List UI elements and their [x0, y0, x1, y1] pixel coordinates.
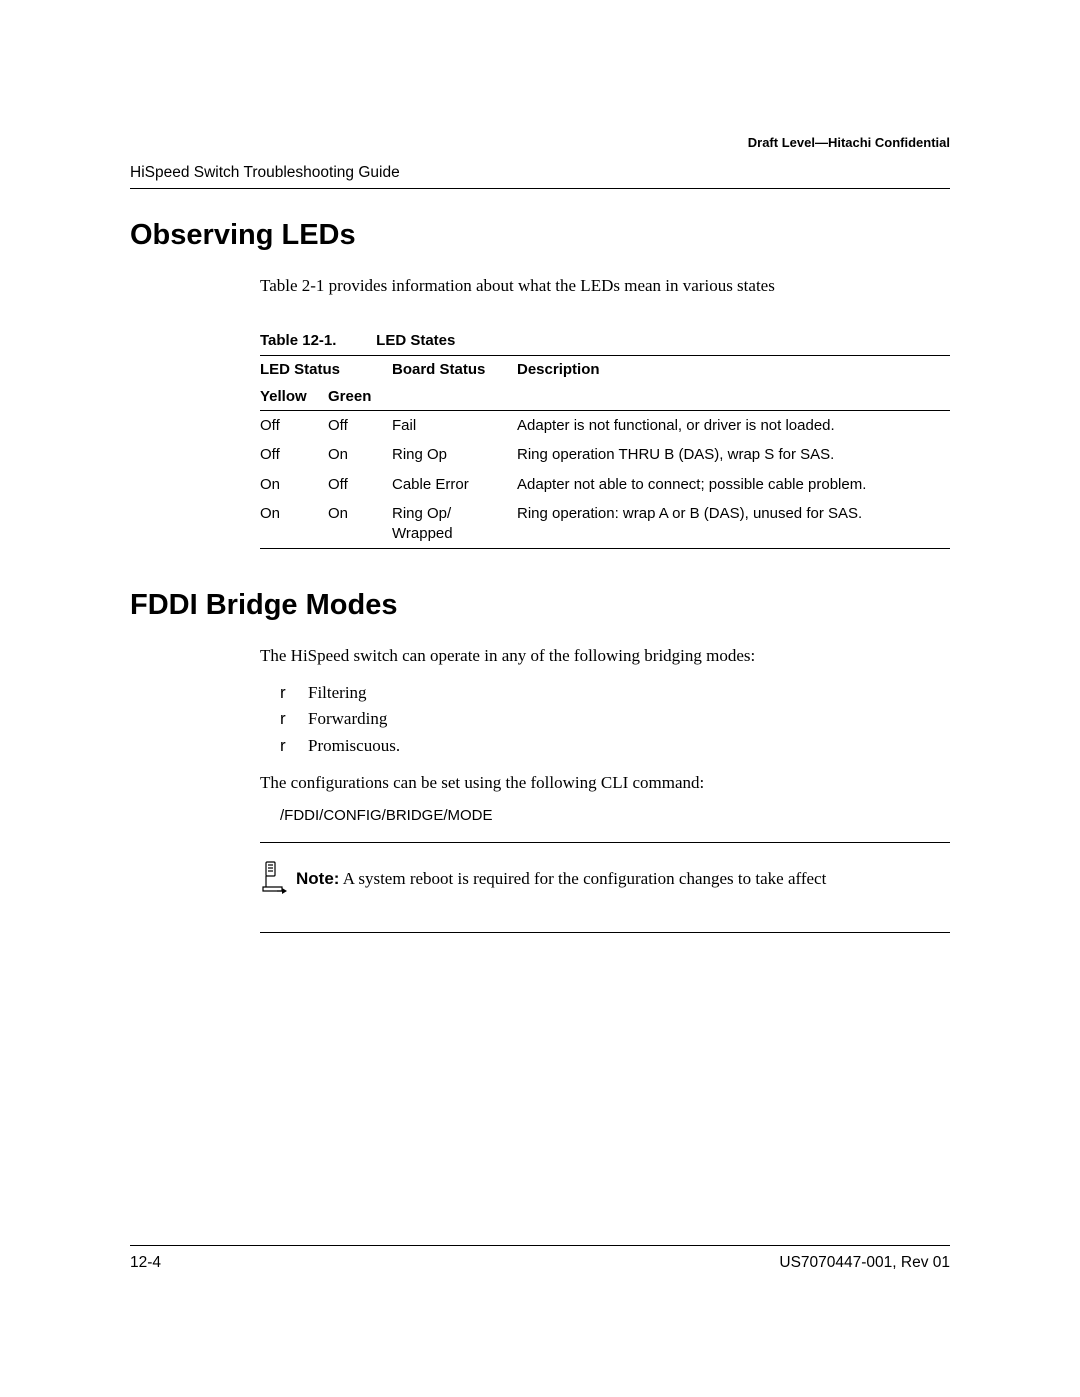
cell-green: On — [328, 440, 392, 470]
cell-desc: Adapter not able to connect; possible ca… — [517, 470, 950, 500]
cell-board: Ring Op — [392, 440, 517, 470]
cell-green: Off — [328, 410, 392, 440]
note-icon — [260, 861, 296, 902]
table-row: Off On Ring Op Ring operation THRU B (DA… — [260, 440, 950, 470]
bullet-text: Filtering — [308, 680, 367, 706]
cell-yellow: Off — [260, 440, 328, 470]
bullet-marker: r — [280, 680, 308, 706]
page-footer: 12-4 US7070447-001, Rev 01 — [130, 1245, 950, 1272]
bullet-text: Promiscuous. — [308, 733, 400, 759]
note-label: Note: — [296, 869, 339, 888]
section-heading-observing-leds: Observing LEDs — [130, 219, 950, 252]
section1-intro: Table 2-1 provides information about wha… — [260, 274, 950, 298]
list-item: r Filtering — [280, 680, 950, 706]
cell-board: Ring Op/ Wrapped — [392, 499, 517, 549]
th-yellow: Yellow — [260, 383, 328, 411]
bullet-text: Forwarding — [308, 706, 387, 732]
cell-yellow: Off — [260, 410, 328, 440]
cell-yellow: On — [260, 499, 328, 549]
section2-intro-wrap: The HiSpeed switch can operate in any of… — [260, 644, 950, 668]
cell-desc: Ring operation THRU B (DAS), wrap S for … — [517, 440, 950, 470]
note-box: Note: A system reboot is required for th… — [260, 842, 950, 933]
th-green: Green — [328, 383, 392, 411]
cell-board: Cable Error — [392, 470, 517, 500]
list-item: r Promiscuous. — [280, 733, 950, 759]
cell-board: Fail — [392, 410, 517, 440]
section2-intro: The HiSpeed switch can operate in any of… — [260, 644, 950, 668]
bullet-marker: r — [280, 733, 308, 759]
th-board-status: Board Status — [392, 355, 517, 383]
th-description: Description — [517, 355, 950, 383]
cli-command: /FDDI/CONFIG/BRIDGE/MODE — [280, 807, 950, 824]
draft-level-label: Draft Level—Hitachi Confidential — [130, 135, 950, 150]
note-body: A system reboot is required for the conf… — [339, 869, 826, 888]
cell-green: Off — [328, 470, 392, 500]
cell-green: On — [328, 499, 392, 549]
note-text: Note: A system reboot is required for th… — [296, 861, 826, 891]
section1-intro-wrap: Table 2-1 provides information about wha… — [260, 274, 950, 298]
header-row: HiSpeed Switch Troubleshooting Guide — [130, 164, 950, 189]
table-header-row-1: LED Status Board Status Description — [260, 355, 950, 383]
bullet-list: r Filtering r Forwarding r Promiscuous. — [280, 680, 950, 759]
cli-intro: The configurations can be set using the … — [260, 771, 950, 795]
table-row: On Off Cable Error Adapter not able to c… — [260, 470, 950, 500]
list-item: r Forwarding — [280, 706, 950, 732]
table-caption: Table 12-1. LED States — [260, 332, 950, 349]
section-heading-fddi-bridge-modes: FDDI Bridge Modes — [130, 589, 950, 622]
doc-number: US7070447-001, Rev 01 — [779, 1254, 950, 1272]
table-row: Off Off Fail Adapter is not functional, … — [260, 410, 950, 440]
led-states-table: LED Status Board Status Description Yell… — [260, 355, 950, 550]
table-row: On On Ring Op/ Wrapped Ring operation: w… — [260, 499, 950, 549]
table-caption-title: LED States — [376, 332, 455, 349]
bullet-marker: r — [280, 706, 308, 732]
page-number: 12-4 — [130, 1254, 161, 1272]
table-header-row-2: Yellow Green — [260, 383, 950, 411]
cell-desc: Ring operation: wrap A or B (DAS), unuse… — [517, 499, 950, 549]
table-caption-num: Table 12-1. — [260, 332, 372, 349]
th-led-status-group: LED Status — [260, 355, 392, 383]
cli-intro-wrap: The configurations can be set using the … — [260, 771, 950, 795]
cell-yellow: On — [260, 470, 328, 500]
doc-title: HiSpeed Switch Troubleshooting Guide — [130, 164, 400, 182]
cell-desc: Adapter is not functional, or driver is … — [517, 410, 950, 440]
